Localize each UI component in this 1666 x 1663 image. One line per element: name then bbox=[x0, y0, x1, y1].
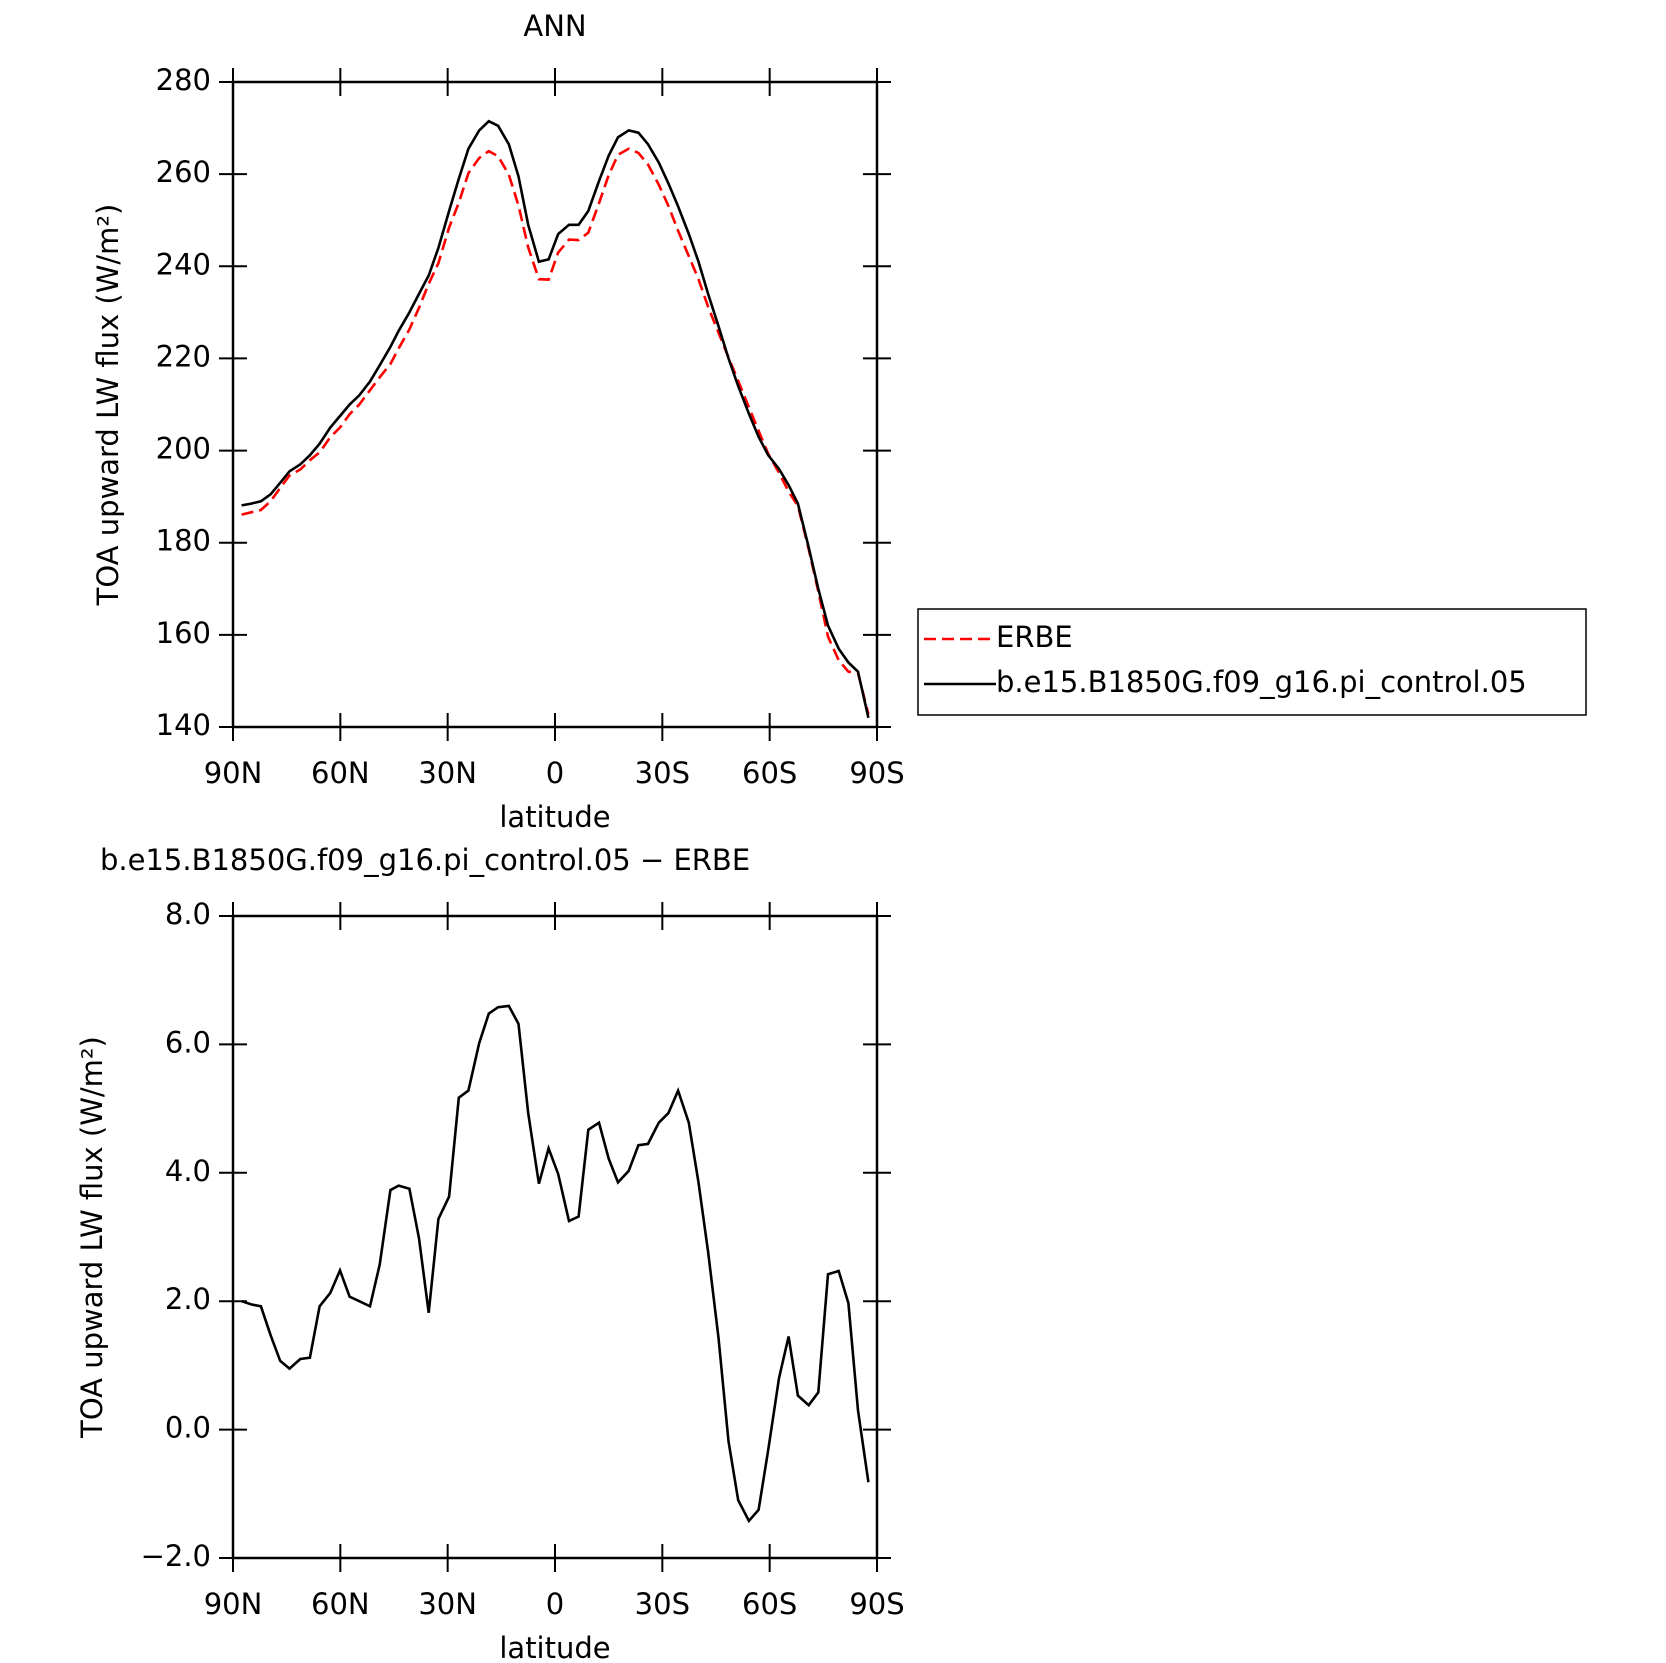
x-tick-label: 60S bbox=[742, 756, 797, 790]
x-tick-label: 90S bbox=[849, 1587, 904, 1621]
y-tick-label: 0.0 bbox=[165, 1411, 211, 1445]
data-line bbox=[241, 147, 870, 715]
x-tick-label: 90N bbox=[204, 756, 263, 790]
y-tick-label: 4.0 bbox=[165, 1154, 211, 1188]
x-axis-label: latitude bbox=[499, 800, 610, 834]
x-tick-label: 60N bbox=[311, 1587, 370, 1621]
x-tick-label: 90S bbox=[849, 756, 904, 790]
data-line bbox=[241, 1004, 870, 1524]
y-tick-label: −2.0 bbox=[141, 1539, 211, 1573]
y-tick-label: 6.0 bbox=[165, 1025, 211, 1059]
legend-box bbox=[917, 608, 1587, 716]
chart-title: ANN bbox=[523, 9, 586, 43]
x-tick-label: 0 bbox=[546, 756, 564, 790]
y-tick-label: 280 bbox=[156, 63, 211, 97]
x-tick-label: 0 bbox=[546, 1587, 564, 1621]
y-tick-label: 220 bbox=[156, 339, 211, 373]
x-tick-label: 30S bbox=[635, 1587, 690, 1621]
x-axis-label: latitude bbox=[499, 1631, 610, 1663]
y-tick-label: 260 bbox=[156, 155, 211, 189]
x-tick-label: 30S bbox=[635, 756, 690, 790]
legend-label: ERBE bbox=[996, 620, 1073, 654]
y-tick-label: 200 bbox=[156, 432, 211, 466]
y-axis-label: TOA upward LW flux (W/m²) bbox=[91, 204, 125, 607]
x-tick-label: 60N bbox=[311, 756, 370, 790]
plot-frame bbox=[231, 914, 879, 1560]
chart-title: b.e15.B1850G.f09_g16.pi_control.05 − ERB… bbox=[100, 843, 750, 877]
y-tick-label: 180 bbox=[156, 524, 211, 558]
data-line bbox=[241, 119, 870, 719]
y-tick-label: 2.0 bbox=[165, 1282, 211, 1316]
x-tick-label: 30N bbox=[418, 756, 477, 790]
y-tick-label: 160 bbox=[156, 616, 211, 650]
y-axis-label: TOA upward LW flux (W/m²) bbox=[75, 1036, 109, 1439]
x-tick-label: 90N bbox=[204, 1587, 263, 1621]
legend-label: b.e15.B1850G.f09_g16.pi_control.05 bbox=[996, 665, 1527, 699]
y-tick-label: 240 bbox=[156, 247, 211, 281]
y-tick-label: 140 bbox=[156, 708, 211, 742]
x-tick-label: 60S bbox=[742, 1587, 797, 1621]
x-tick-label: 30N bbox=[418, 1587, 477, 1621]
y-tick-label: 8.0 bbox=[165, 897, 211, 931]
plot-frame bbox=[231, 80, 879, 729]
